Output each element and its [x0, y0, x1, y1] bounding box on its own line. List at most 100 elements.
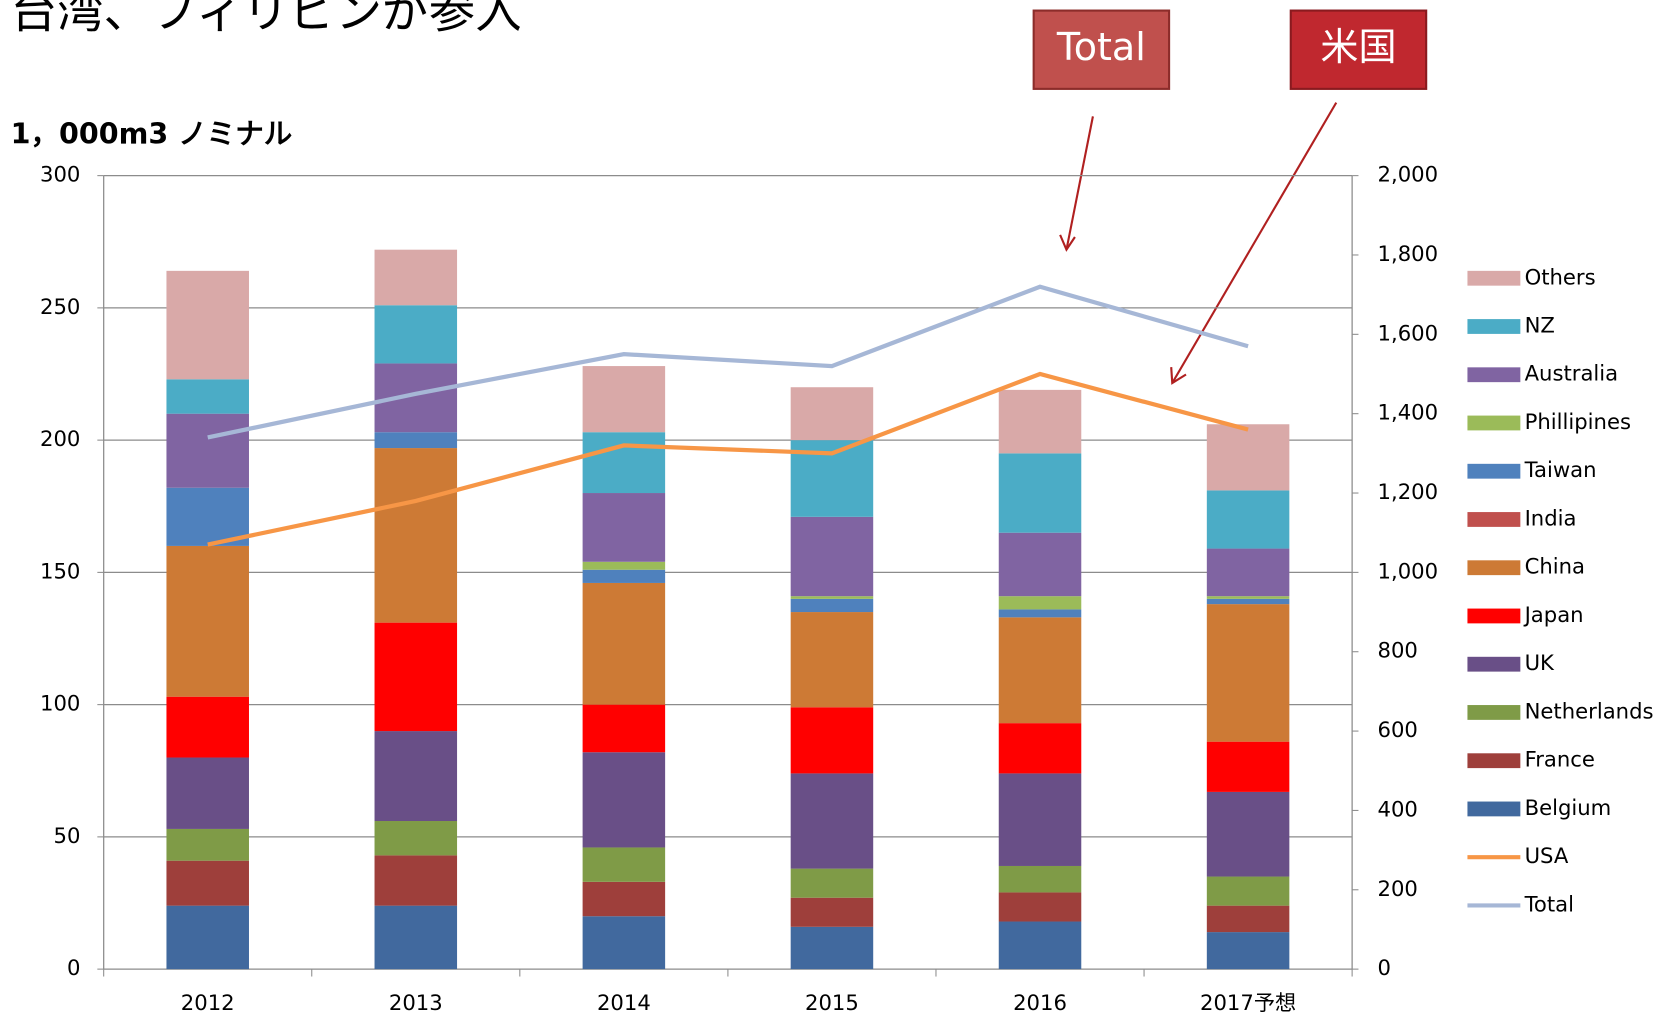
bar-segment [1206, 604, 1290, 742]
bar-segment [582, 916, 666, 970]
legend-swatch [1467, 656, 1521, 672]
bar-segment [582, 582, 666, 705]
y2-tick-label: 0 [1378, 955, 1391, 980]
legend-label: China [1525, 554, 1585, 579]
legend-swatch [1467, 415, 1521, 431]
y-axis-label: 1，000m3 ノミナル [11, 116, 293, 150]
legend-label: Belgium [1525, 795, 1612, 820]
bar-segment [1206, 791, 1290, 877]
bar-segment [1206, 741, 1290, 792]
line-series [207, 371, 1249, 547]
legend-label: Total [1524, 891, 1574, 916]
bar-segment [998, 532, 1082, 597]
legend-label: USA [1525, 843, 1569, 868]
y2-tick-label: 1,200 [1378, 479, 1439, 504]
y2-tick-label: 800 [1378, 638, 1418, 663]
bar-segment [166, 413, 249, 488]
bar-segment [998, 617, 1082, 724]
y2-tick-label: 200 [1378, 876, 1418, 901]
bar-segment [582, 752, 666, 848]
bar-segment [790, 926, 874, 970]
y2-tick-label: 1,800 [1378, 241, 1439, 266]
annotation-text: Total [1056, 25, 1146, 69]
legend-swatch [1467, 463, 1521, 479]
legend-label: Phillipines [1525, 409, 1631, 434]
bar-segment [582, 493, 666, 562]
bar-segment [998, 453, 1082, 533]
bar-segment [166, 757, 249, 829]
bar-segment [582, 881, 666, 917]
annotation-arrow [1065, 116, 1094, 250]
bar-segment [374, 448, 458, 623]
bar-segment [374, 905, 458, 970]
bar-segment [790, 897, 874, 927]
legend-swatch [1467, 319, 1521, 334]
x-tick-label: 2016 [1013, 990, 1067, 1015]
bar-segment [374, 821, 458, 856]
annotation-box [1032, 9, 1171, 90]
bar-segment [582, 847, 666, 882]
annotation-text: 米国 [1320, 25, 1396, 69]
bar-segment [582, 704, 666, 753]
bar-segment [1206, 490, 1290, 549]
y2-tick-label: 1,000 [1378, 558, 1439, 583]
legend-swatch [1467, 270, 1521, 286]
bar-segment [374, 855, 458, 906]
bar-segment [1206, 424, 1290, 491]
legend-label: Japan [1523, 602, 1584, 627]
annotation-arrow [1171, 102, 1338, 384]
bar-segment [1206, 905, 1290, 933]
legend-swatch [1467, 512, 1521, 527]
bar-segment [1206, 598, 1290, 605]
bar-segment [790, 868, 874, 898]
bar-segment [166, 270, 249, 380]
legend-swatch [1467, 608, 1521, 624]
bar-segment [998, 892, 1082, 922]
legend-label: Others [1525, 264, 1596, 289]
legend-swatch [1467, 705, 1521, 720]
y2-tick-label: 400 [1378, 796, 1418, 821]
annotation-arrowhead [1059, 234, 1076, 252]
bar-segment [1206, 596, 1290, 599]
bar-segment [166, 828, 249, 861]
bar-segment [166, 905, 249, 970]
bar-segment [374, 622, 458, 732]
legend-swatch [1467, 560, 1521, 576]
bar-segment [374, 731, 458, 822]
bar-segment [582, 561, 666, 570]
bar-segment [582, 432, 666, 494]
legend-swatch [1467, 367, 1521, 383]
bar-segment [166, 860, 249, 906]
bar-segment [790, 773, 874, 869]
bar-segment [998, 921, 1082, 970]
bar-segment [582, 366, 666, 433]
y-tick-label: 200 [40, 426, 80, 451]
y-tick-label: 0 [67, 955, 80, 980]
chart-body: 台湾、フィリピンが参入 1，000m3 ノミナル Total 米国 0 50 100… [11, 0, 1654, 1015]
x-tick-label: 2012 [181, 990, 235, 1015]
bar-segment [374, 305, 458, 364]
annotation-box [1289, 9, 1428, 90]
bar-segment [998, 596, 1082, 610]
bar-segment [166, 379, 249, 414]
y-tick-label: 250 [40, 294, 80, 319]
legend-label: Netherlands [1525, 698, 1654, 723]
y2-tick-label: 1,600 [1378, 320, 1439, 345]
x-tick-label: 2015 [805, 990, 859, 1015]
legend-label: UK [1525, 650, 1555, 675]
y2-tick-label: 600 [1378, 717, 1418, 742]
x-tick-label: 2013 [389, 990, 443, 1015]
y-tick-label: 50 [53, 823, 80, 848]
bar-segment [1206, 548, 1290, 597]
legend-label: Australia [1525, 361, 1619, 386]
x-tick-label: 2017予想 [1200, 990, 1296, 1015]
y-tick-label: 100 [40, 691, 80, 716]
bar-segment [790, 707, 874, 774]
bar-segment [998, 723, 1082, 774]
bar-segment [790, 596, 874, 599]
bar-segment [1206, 876, 1290, 906]
legend-label: NZ [1525, 312, 1555, 337]
legend-label: France [1525, 747, 1595, 772]
line-series [207, 284, 1249, 440]
